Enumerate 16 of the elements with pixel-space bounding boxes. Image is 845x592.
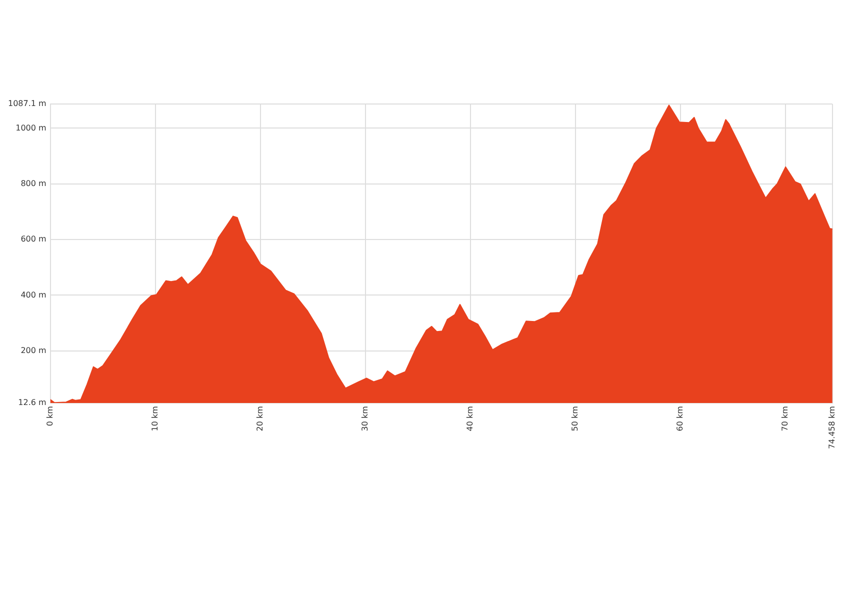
y-tick-label: 1000 m <box>16 123 47 132</box>
x-tick-label: 40 km <box>466 406 475 432</box>
x-tick-label: 70 km <box>780 406 790 432</box>
x-tick-label: 30 km <box>360 406 370 432</box>
y-tick-label: 12.6 m <box>18 398 47 408</box>
y-tick-label: 800 m <box>20 178 47 188</box>
y-tick-label: 400 m <box>20 290 47 300</box>
x-tick-label: 10 km <box>150 406 160 432</box>
x-tick-label: 0 km <box>45 406 54 426</box>
y-tick-label: 600 m <box>20 234 47 244</box>
x-tick-label: 50 km <box>570 406 580 432</box>
y-tick-label: 200 m <box>20 346 47 355</box>
x-tick-label: 20 km <box>255 406 264 432</box>
x-tick-label: 60 km <box>676 406 685 432</box>
x-tick-label: 74.458 km <box>827 406 836 450</box>
y-tick-label: 1087.1 m <box>8 99 47 108</box>
